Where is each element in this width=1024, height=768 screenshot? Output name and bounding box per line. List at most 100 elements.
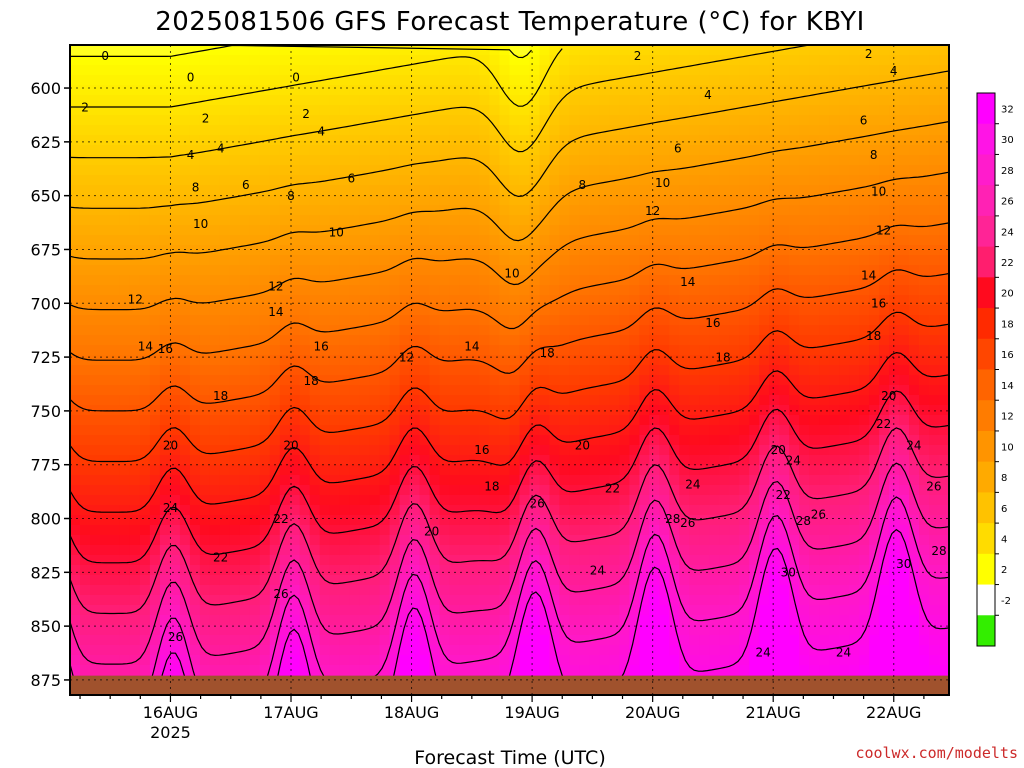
field-cell xyxy=(90,375,101,386)
field-cell xyxy=(709,525,720,536)
field-cell xyxy=(129,135,141,146)
field-cell xyxy=(249,225,261,236)
field-cell xyxy=(279,85,291,96)
field-cell xyxy=(539,355,551,366)
field-cell xyxy=(399,345,411,356)
field-cell xyxy=(299,355,311,366)
field-cell xyxy=(419,515,431,526)
field-cell xyxy=(789,325,800,336)
field-cell xyxy=(70,665,81,676)
field-cell xyxy=(359,605,371,616)
field-cell xyxy=(569,115,580,126)
field-cell xyxy=(729,465,740,476)
field-cell xyxy=(369,355,381,366)
field-cell xyxy=(169,205,181,216)
field-cell xyxy=(489,435,501,446)
field-cell xyxy=(229,325,241,336)
field-cell xyxy=(699,475,710,486)
field-cell xyxy=(689,425,700,436)
field-cell xyxy=(529,515,541,526)
field-cell xyxy=(479,315,491,326)
field-cell xyxy=(149,265,161,276)
field-cell xyxy=(319,585,331,596)
field-cell xyxy=(349,375,361,386)
field-cell xyxy=(769,495,780,506)
field-cell xyxy=(189,455,201,466)
field-cell xyxy=(669,595,680,606)
field-cell xyxy=(349,105,361,116)
field-cell xyxy=(639,45,650,56)
field-cell xyxy=(679,175,690,186)
field-cell xyxy=(729,475,740,486)
field-cell xyxy=(239,455,251,466)
field-cell xyxy=(459,505,471,516)
field-cell xyxy=(689,115,700,126)
field-cell xyxy=(689,295,700,306)
field-cell xyxy=(649,315,660,326)
field-cell xyxy=(139,535,151,546)
field-cell xyxy=(309,555,321,566)
field-cell xyxy=(719,285,730,296)
field-cell xyxy=(269,625,281,636)
field-cell xyxy=(759,85,770,96)
field-cell xyxy=(399,215,411,226)
field-cell xyxy=(459,375,471,386)
field-cell xyxy=(649,605,660,616)
field-cell xyxy=(229,615,241,626)
field-cell xyxy=(709,275,720,286)
field-cell xyxy=(169,95,181,106)
field-cell xyxy=(419,445,431,456)
field-cell xyxy=(729,285,740,296)
field-cell xyxy=(449,445,461,456)
field-cell xyxy=(209,365,221,376)
field-cell xyxy=(119,445,131,456)
field-cell xyxy=(249,645,261,656)
field-cell xyxy=(70,615,81,626)
field-cell xyxy=(589,385,600,396)
field-cell xyxy=(679,355,690,366)
field-cell xyxy=(379,55,391,66)
field-cell xyxy=(469,195,481,206)
field-cell xyxy=(479,205,491,216)
field-cell xyxy=(789,435,800,446)
field-cell xyxy=(349,405,361,416)
field-cell xyxy=(559,45,570,56)
field-cell xyxy=(659,45,670,56)
field-cell xyxy=(609,655,620,666)
field-cell xyxy=(379,585,391,596)
field-cell xyxy=(579,655,590,666)
field-cell xyxy=(549,355,561,366)
field-cell xyxy=(279,195,291,206)
field-cell xyxy=(639,185,650,196)
field-cell xyxy=(199,555,211,566)
field-cell xyxy=(229,525,241,536)
field-cell xyxy=(779,415,790,426)
field-cell xyxy=(389,225,401,236)
field-cell xyxy=(100,255,111,266)
field-cell xyxy=(489,425,501,436)
field-cell xyxy=(649,75,660,86)
field-cell xyxy=(509,345,521,356)
field-cell xyxy=(229,535,241,546)
field-cell xyxy=(779,345,790,356)
field-cell xyxy=(359,215,371,226)
field-cell xyxy=(469,445,481,456)
field-cell xyxy=(459,85,471,96)
field-cell xyxy=(749,55,760,66)
field-cell xyxy=(419,335,431,346)
field-cell xyxy=(319,465,331,476)
field-cell xyxy=(90,95,101,106)
field-cell xyxy=(759,385,770,396)
field-cell xyxy=(469,425,481,436)
field-cell xyxy=(459,135,471,146)
field-cell xyxy=(769,585,780,596)
field-cell xyxy=(359,665,371,676)
field-cell xyxy=(139,225,151,236)
field-cell xyxy=(789,165,800,176)
field-cell xyxy=(539,625,551,636)
field-cell xyxy=(429,505,441,516)
field-cell xyxy=(499,475,511,486)
field-cell xyxy=(80,245,91,256)
field-cell xyxy=(259,635,271,646)
field-cell xyxy=(779,275,790,286)
